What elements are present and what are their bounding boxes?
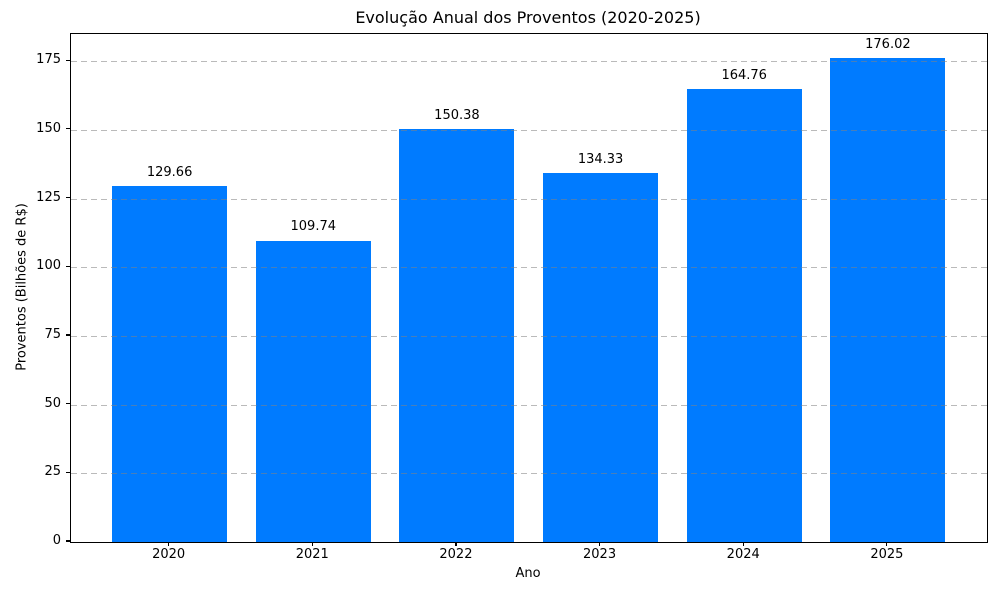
bar-2024 [686,89,802,542]
y-tick-label-125: 125 [36,189,61,205]
gridline-y-125 [70,198,987,200]
x-tick-label-2022: 2022 [439,547,473,562]
y-tick-label-75: 75 [44,326,61,342]
x-tick-label-2021: 2021 [295,547,329,562]
y-tick-mark-25 [65,471,70,473]
bar-value-label-2022: 150.38 [434,107,480,123]
y-tick-mark-125 [65,196,70,199]
gridline-y-50 [70,404,987,406]
y-tick-label-150: 150 [36,120,61,136]
bar-2023 [543,172,659,542]
y-tick-label-175: 175 [36,52,61,68]
x-tick-mark-2023 [598,542,601,547]
x-tick-mark-2022 [455,542,457,547]
x-tick-mark-2021 [311,542,313,547]
bar-value-label-2020: 129.66 [146,164,193,180]
bar-value-label-2025: 176.02 [865,37,911,53]
bar-value-label-2021: 109.74 [290,219,337,235]
gridline-y-150 [70,129,987,131]
bar-2025 [830,58,946,542]
x-tick-label-2023: 2023 [583,547,617,562]
y-tick-mark-150 [65,128,70,130]
bar-2022 [399,128,515,542]
x-axis-label: Ano [515,566,541,581]
chart-title: Evolução Anual dos Proventos (2020-2025) [355,8,701,27]
y-tick-label-25: 25 [44,464,61,480]
bar-value-label-2023: 134.33 [577,151,624,167]
x-tick-mark-2020 [168,542,170,547]
x-tick-mark-2025 [886,542,888,547]
y-tick-label-0: 0 [52,533,61,548]
y-tick-label-100: 100 [36,258,61,274]
bar-value-label-2024: 164.76 [721,68,767,84]
gridline-y-175 [70,61,987,63]
x-tick-mark-2024 [742,542,744,547]
x-tick-label-2024: 2024 [726,547,760,562]
gridline-y-100 [70,267,987,269]
bar-2021 [255,240,371,542]
gridline-y-25 [70,473,987,475]
plot-area: 129.66 109.74 150.38 134.33 164.76 176.02 [69,33,988,543]
y-tick-mark-100 [65,265,70,267]
y-tick-mark-175 [65,59,70,61]
y-tick-mark-0 [65,540,70,542]
y-tick-mark-50 [65,403,70,405]
x-tick-label-2020: 2020 [152,547,186,562]
bar-2020 [112,185,228,542]
y-tick-mark-75 [65,334,70,336]
gridline-y-75 [70,335,987,337]
x-tick-label-2025: 2025 [870,547,904,562]
y-axis-label: Proventos (Bilhões de R$) [14,203,30,371]
y-tick-label-50: 50 [44,395,61,411]
